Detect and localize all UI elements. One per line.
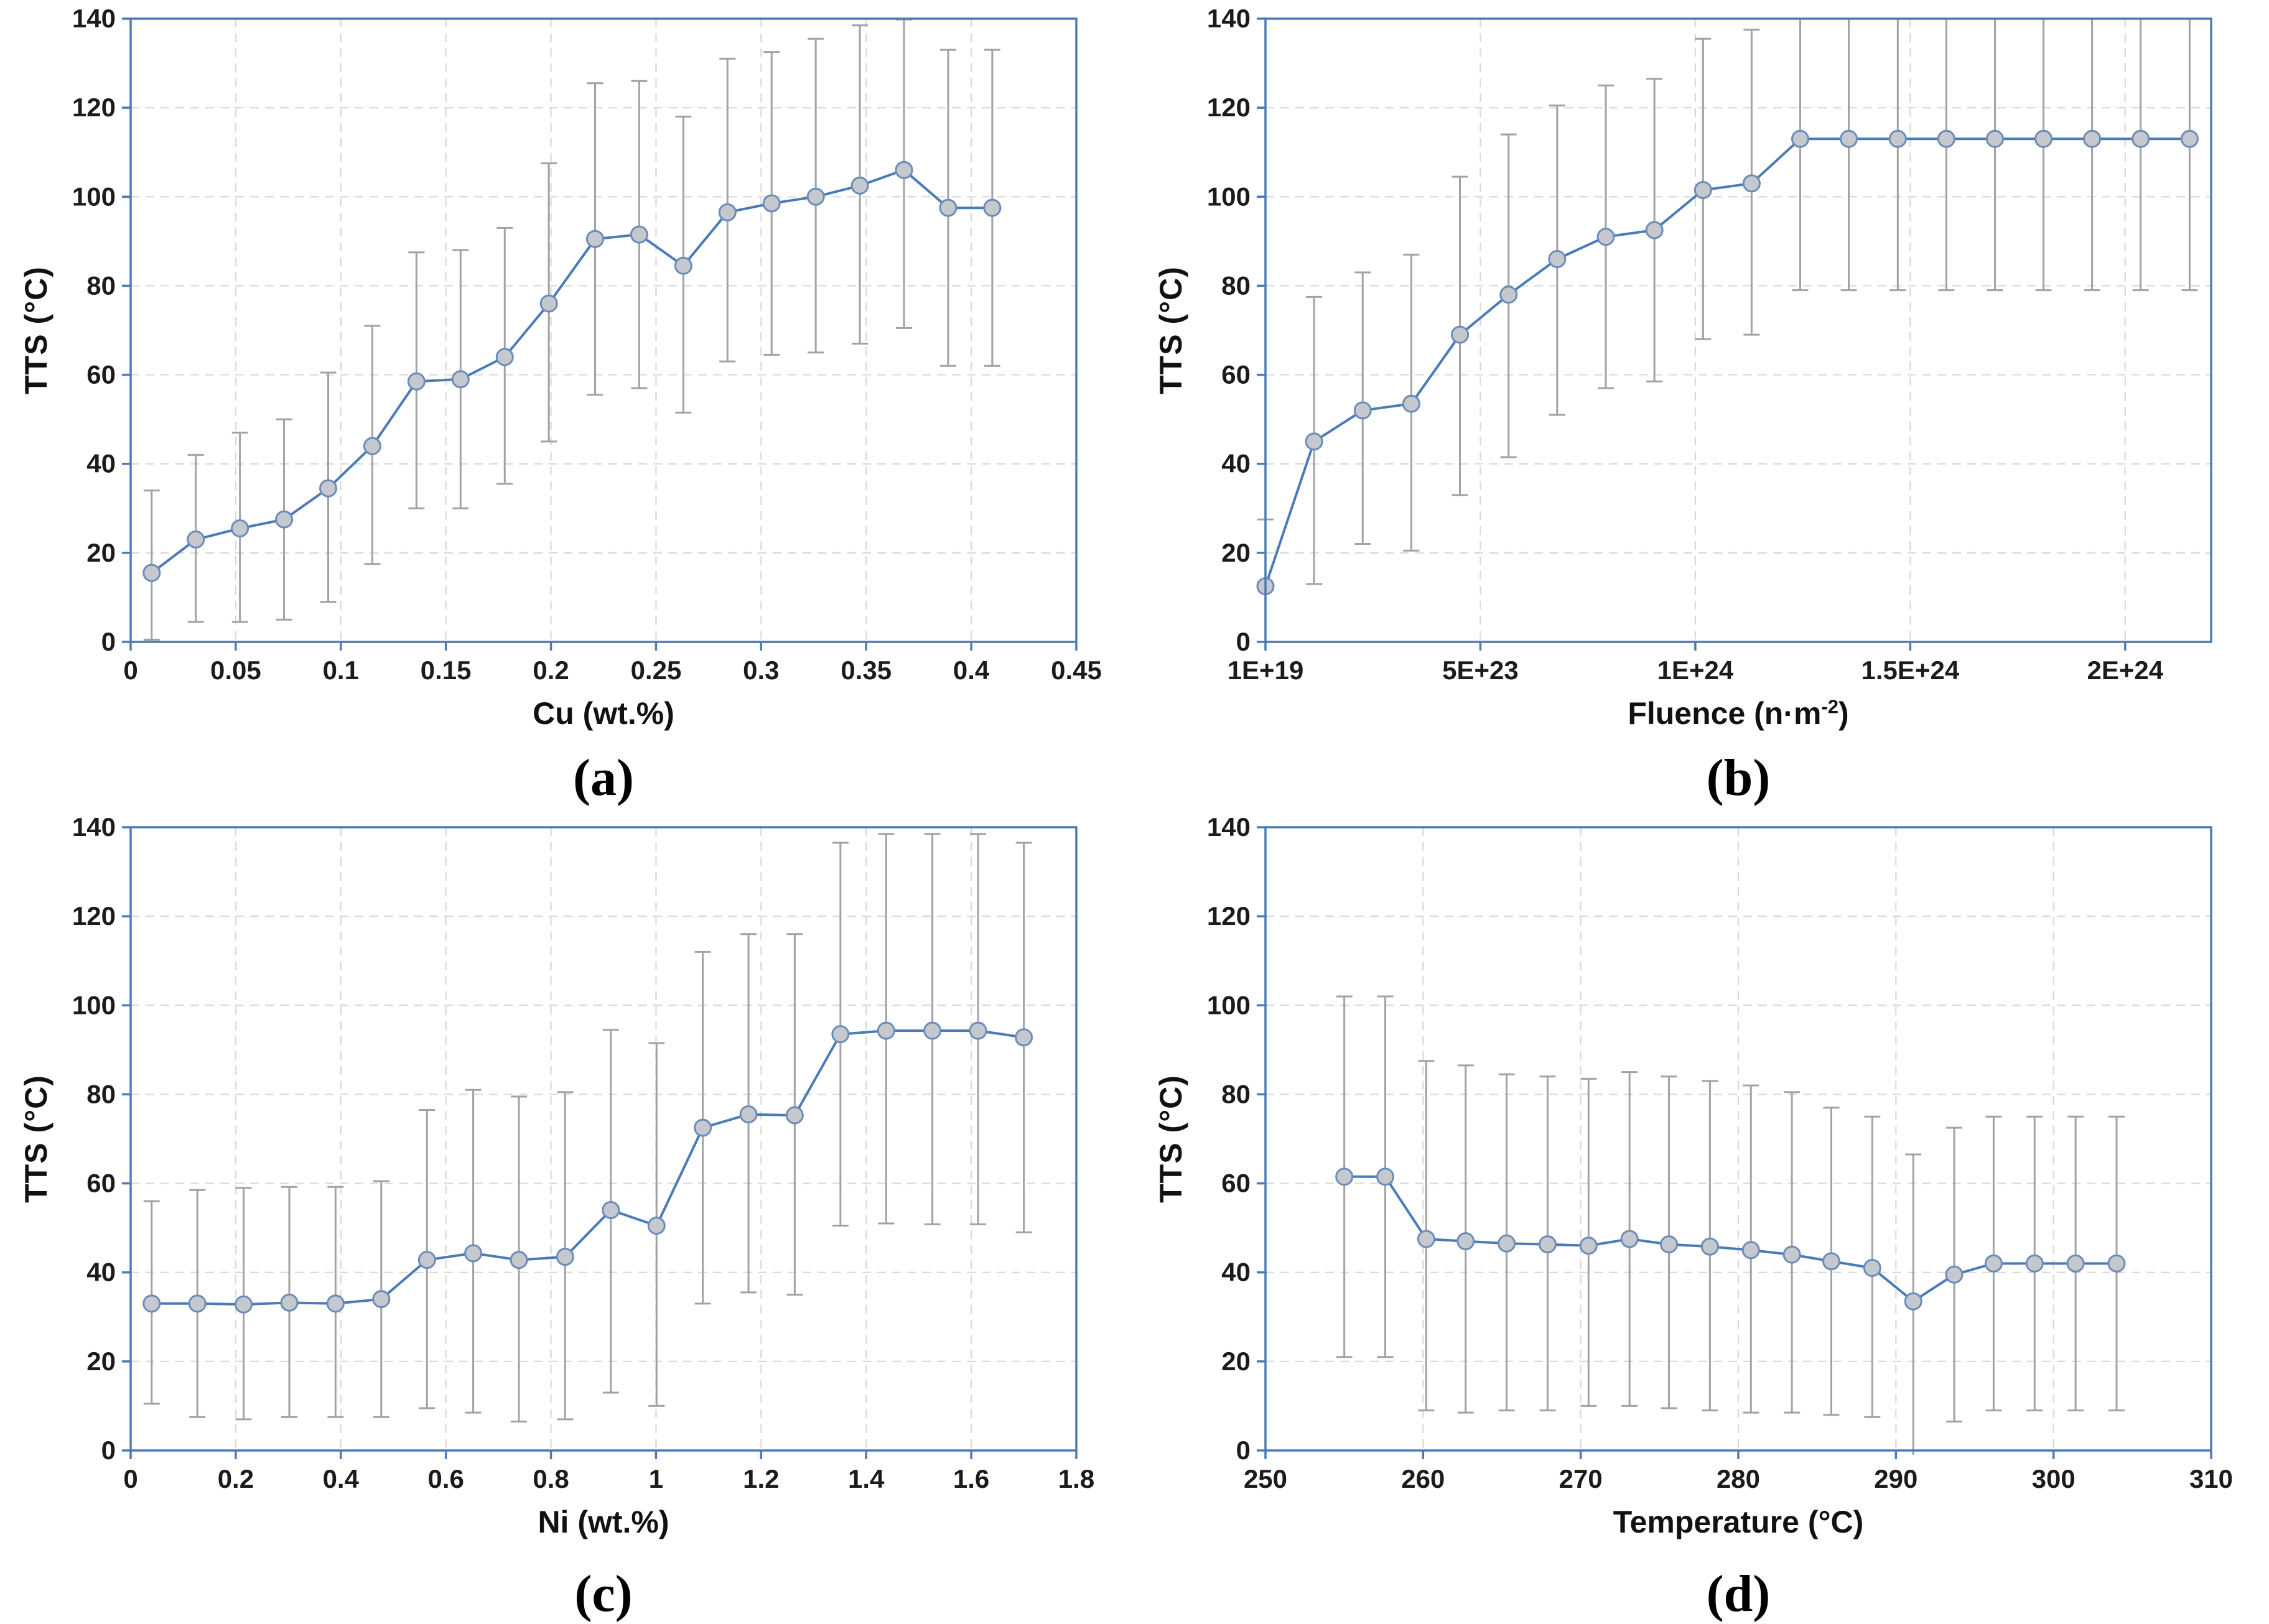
svg-text:2E+24: 2E+24 [2087,656,2164,685]
svg-text:1.8: 1.8 [1058,1464,1094,1493]
svg-text:0.2: 0.2 [218,1464,254,1493]
svg-text:0.3: 0.3 [743,656,779,685]
x-axis-title: Ni (wt.%) [538,1504,669,1540]
svg-text:80: 80 [1221,271,1251,300]
chart-c: 0 0.2 0.4 0.6 0.8 1 1.2 1.4 1.6 1.8 0 20 40 60 80 100 12… [72,812,1094,1493]
svg-text:80: 80 [86,1079,116,1108]
svg-text:1.5E+24: 1.5E+24 [1861,656,1960,685]
svg-text:60: 60 [1221,1169,1251,1198]
x-axis-title-text: Ni (wt.%) [538,1505,669,1539]
svg-text:1.4: 1.4 [848,1464,885,1493]
panel-c: 0 0.2 0.4 0.6 0.8 1 1.2 1.4 1.6 1.8 0 20 40 60 80 100 12… [0,809,1135,1623]
x-axis-title-end: ) [1838,696,1849,731]
svg-text:20: 20 [86,538,116,567]
svg-text:0.1: 0.1 [323,656,359,685]
svg-text:40: 40 [86,449,116,478]
svg-text:120: 120 [72,901,116,930]
svg-text:0.05: 0.05 [210,656,261,685]
svg-text:60: 60 [86,1169,116,1198]
svg-text:5E+23: 5E+23 [1442,656,1519,685]
svg-text:0: 0 [123,656,137,685]
svg-text:140: 140 [1207,812,1251,842]
svg-text:0: 0 [1236,1436,1251,1465]
panel-b: 1E+19 5E+23 1E+24 1.5E+24 2E+24 0 20 40 60 80 100 1… [1135,0,2269,809]
panel-d: 250 260 270 280 290 300 310 0 20 40 60 80 100 120 140 … [1135,809,2269,1623]
x-axis-title: Fluence (n·m-2) [1628,695,1848,731]
svg-text:1E+19: 1E+19 [1228,656,1304,685]
svg-text:260: 260 [1401,1464,1445,1493]
svg-text:120: 120 [1207,901,1251,930]
svg-text:0.15: 0.15 [421,656,472,685]
svg-text:1.2: 1.2 [743,1464,779,1493]
svg-text:1: 1 [649,1464,663,1493]
svg-text:80: 80 [1221,1079,1251,1108]
svg-text:80: 80 [86,271,116,300]
svg-text:1E+24: 1E+24 [1657,656,1734,685]
panel-caption: (b) [1706,749,1771,807]
svg-text:310: 310 [2189,1464,2233,1493]
svg-text:0.8: 0.8 [533,1464,569,1493]
chart-d: 250 260 270 280 290 300 310 0 20 40 60 80 100 120 140 [1207,812,2233,1493]
svg-text:60: 60 [1221,360,1251,389]
svg-text:40: 40 [86,1258,116,1287]
x-axis-title-text: Cu (wt.%) [533,696,674,731]
svg-text:0.6: 0.6 [427,1464,464,1493]
svg-text:140: 140 [72,812,116,842]
svg-text:270: 270 [1559,1464,1603,1493]
svg-text:100: 100 [1207,182,1251,211]
svg-text:0.4: 0.4 [953,656,990,685]
y-axis-title: TTS (°C) [19,1075,54,1203]
panel-caption: (c) [574,1565,633,1623]
svg-text:40: 40 [1221,449,1251,478]
svg-text:120: 120 [1207,93,1251,122]
svg-text:60: 60 [86,360,116,389]
svg-text:20: 20 [1221,1347,1251,1376]
y-axis-title: TTS (°C) [19,266,54,394]
x-axis-title-text: Temperature (°C) [1613,1505,1864,1539]
x-axis-title-sup: -2 [1821,695,1839,718]
svg-text:280: 280 [1717,1464,1760,1493]
x-axis-title: Temperature (°C) [1613,1504,1863,1540]
svg-text:0: 0 [1236,627,1251,656]
svg-text:290: 290 [1874,1464,1917,1493]
svg-text:100: 100 [1207,990,1251,1019]
svg-text:0: 0 [101,1436,116,1465]
panel-caption: (a) [573,749,634,807]
y-axis-title: TTS (°C) [1153,266,1188,394]
svg-text:120: 120 [72,93,116,122]
x-axis-title-text: Fluence (n·m [1628,696,1822,731]
svg-text:0.25: 0.25 [631,656,682,685]
svg-text:0.35: 0.35 [841,656,892,685]
svg-text:300: 300 [2032,1464,2076,1493]
y-axis-title: TTS (°C) [1153,1075,1188,1203]
svg-text:20: 20 [1221,538,1251,567]
svg-text:0.4: 0.4 [323,1464,360,1493]
svg-text:100: 100 [72,182,116,211]
svg-text:0: 0 [123,1464,137,1493]
x-axis-title: Cu (wt.%) [533,695,674,731]
svg-text:250: 250 [1244,1464,1287,1493]
svg-text:1.6: 1.6 [953,1464,989,1493]
panel-caption: (d) [1706,1565,1771,1623]
svg-text:0: 0 [101,627,116,656]
svg-text:140: 140 [1207,4,1251,33]
svg-text:0.45: 0.45 [1051,656,1102,685]
svg-text:0.2: 0.2 [533,656,569,685]
chart-a: 0 0.05 0.1 0.15 0.2 0.25 0.3 0.35 0.4 0.45 0 20 40 60… [72,4,1102,685]
panel-a: 0 0.05 0.1 0.15 0.2 0.25 0.3 0.35 0.4 0.45 0 20 40 60… [0,0,1135,809]
svg-text:20: 20 [86,1347,116,1376]
svg-text:40: 40 [1221,1258,1251,1287]
svg-text:100: 100 [72,990,116,1019]
svg-text:140: 140 [72,4,116,33]
chart-b: 1E+19 5E+23 1E+24 1.5E+24 2E+24 0 20 40 60 80 100 1… [1207,4,2212,685]
